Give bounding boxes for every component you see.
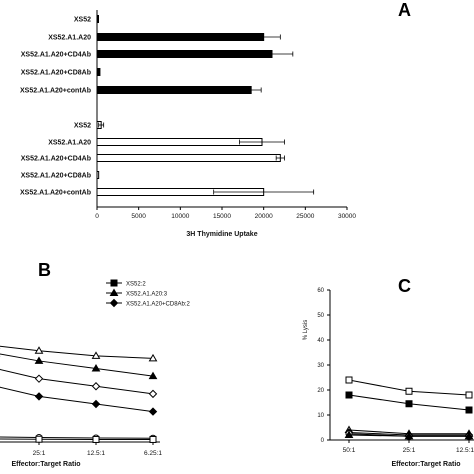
- panel-a-x-axis-title: 3H Thymidine Uptake: [186, 231, 257, 238]
- data-point: [148, 371, 158, 380]
- panel-a-bar-chart: XS52 XS52.A1.A20 XS52.A1.A20+CD4Ab XS52.A1.…: [20, 10, 356, 238]
- data-point: [91, 364, 101, 372]
- x-tick-label: 25000: [296, 213, 314, 220]
- bar: [96, 154, 281, 162]
- category-label: XS52: [74, 17, 91, 24]
- series-line: [0, 345, 154, 359]
- bar: [96, 86, 252, 94]
- panel-c-y-axis-title: % Lysis: [303, 320, 309, 340]
- series-line: [0, 368, 154, 395]
- bar: [96, 15, 99, 23]
- series-line: [0, 386, 154, 413]
- legend-label: XS52.A1.A20+CD8Ab:2: [126, 302, 191, 308]
- data-point: [148, 353, 158, 362]
- data-point: [91, 399, 101, 409]
- data-point: [465, 391, 473, 399]
- legend-label: XS52:2: [126, 282, 146, 288]
- panel-c-label: C: [398, 276, 411, 296]
- y-tick-label: 30: [317, 363, 324, 369]
- panel-a-label: A: [398, 0, 411, 20]
- category-label: XS52.A1.A20+CD8Ab: [21, 173, 91, 180]
- bar: [96, 50, 273, 58]
- legend-marker: [109, 298, 119, 308]
- y-tick-label: 50: [317, 313, 324, 319]
- y-tick-label: 40: [317, 338, 324, 344]
- data-point: [404, 431, 414, 440]
- data-point: [34, 346, 44, 354]
- data-point: [148, 389, 158, 399]
- data-point: [34, 356, 44, 364]
- y-tick-label: 60: [317, 288, 324, 294]
- data-point: [405, 400, 413, 408]
- x-tick-label: 50:1: [343, 447, 356, 454]
- x-tick-label: 25:1: [33, 450, 46, 457]
- x-tick-label: 10000: [171, 213, 189, 220]
- data-point: [149, 435, 157, 443]
- data-point: [91, 351, 101, 359]
- x-tick-label: 5000: [131, 213, 146, 220]
- category-label: XS52: [74, 123, 91, 130]
- data-point: [464, 431, 474, 440]
- data-point: [345, 391, 353, 399]
- data-point: [148, 407, 158, 416]
- data-point: [34, 392, 44, 401]
- panel-c-x-axis-title: Effector:Target Ratio: [391, 461, 460, 468]
- x-tick-label: 20000: [255, 213, 273, 220]
- data-point: [91, 382, 101, 391]
- category-label: XS52.A1.A20+contAb: [20, 190, 91, 197]
- series-line: [0, 438, 153, 440]
- series-line: [0, 353, 154, 377]
- legend-marker: [110, 279, 118, 287]
- bar: [96, 33, 265, 41]
- legend-label: XS52.A1.A20:3: [126, 292, 168, 298]
- data-point: [92, 435, 100, 443]
- data-point: [35, 435, 43, 443]
- y-tick-label: 20: [317, 388, 324, 394]
- data-point: [465, 406, 473, 414]
- data-point: [345, 376, 353, 384]
- legend-marker: [109, 288, 119, 296]
- category-label: XS52.A1.A20+CD4Ab: [21, 52, 91, 59]
- x-tick-label: 12.5:1: [87, 450, 105, 457]
- category-label: XS52.A1.A20: [48, 35, 91, 42]
- panel-c-line-chart: 0 10 20 30 40 50 60 50:1 25:1 12.5:1 % Lysis Eff…: [303, 288, 474, 468]
- x-tick-label: 15000: [213, 213, 231, 220]
- category-label: XS52.A1.A20: [48, 140, 91, 147]
- bar: [96, 138, 263, 146]
- data-point: [344, 430, 354, 438]
- panel-b-x-axis-title: Effector:Target Ratio: [11, 461, 80, 468]
- panel-b-label: B: [38, 260, 51, 280]
- y-tick-label: 0: [321, 438, 325, 444]
- category-label: XS52.A1.A20+CD8Ab: [21, 70, 91, 77]
- bar: [96, 171, 100, 179]
- data-point: [34, 374, 44, 383]
- x-tick-label: 25:1: [403, 447, 416, 454]
- x-tick-label: 6.25:1: [144, 450, 162, 457]
- data-point: [405, 387, 413, 395]
- series-line: [0, 436, 154, 439]
- bar: [96, 68, 101, 76]
- y-tick-label: 10: [317, 413, 324, 419]
- category-label: XS52.A1.A20+CD4Ab: [21, 156, 91, 163]
- category-label: XS52.A1.A20+contAb: [20, 88, 91, 95]
- x-tick-label: 12.5:1: [456, 447, 474, 454]
- x-tick-label: 0: [95, 213, 99, 220]
- panel-b-line-chart: XS52:2 XS52.A1.A20:3 XS52.A1.A20+CD8Ab:2 2…: [0, 279, 191, 468]
- x-tick-label: 30000: [338, 213, 356, 220]
